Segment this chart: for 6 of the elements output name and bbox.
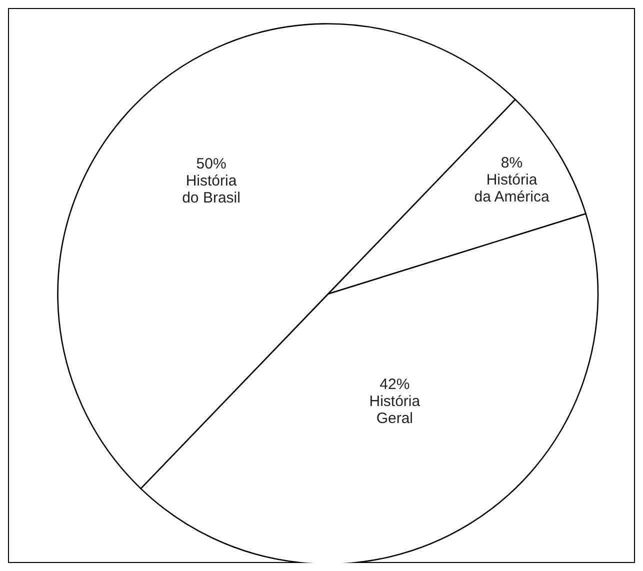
slice-label: História do Brasil bbox=[182, 172, 240, 207]
slice-label: História Geral bbox=[369, 392, 421, 427]
data-label: 8% bbox=[500, 154, 523, 172]
data-label: 50% bbox=[196, 156, 226, 173]
slice-label: História da América bbox=[474, 171, 550, 206]
data-label: 42% bbox=[380, 376, 410, 393]
